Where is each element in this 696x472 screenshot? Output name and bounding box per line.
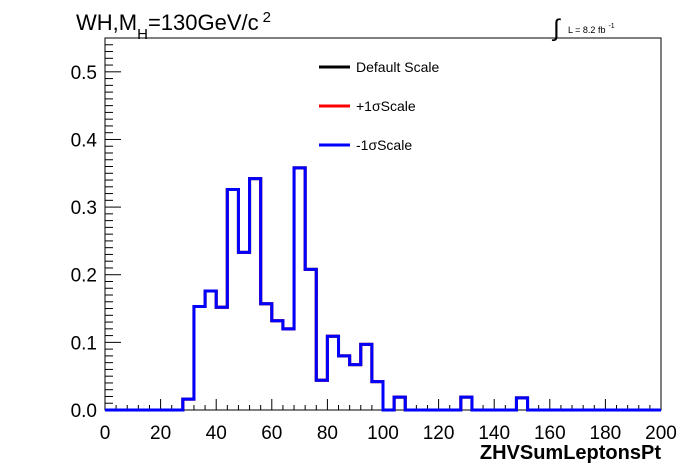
chart-title: WH,MH=130GeV/c 2 bbox=[76, 9, 271, 43]
x-tick-labels: 0 20 40 60 80 100 120 140 160 180 200 bbox=[100, 423, 677, 444]
x-tick-label: 20 bbox=[150, 423, 171, 444]
x-tick-label: 180 bbox=[590, 423, 622, 444]
x-tick-label: 100 bbox=[367, 423, 399, 444]
x-tick-label: 0 bbox=[100, 423, 111, 444]
lumi-integral: ∫ bbox=[551, 15, 561, 42]
series-line-2 bbox=[105, 166, 661, 412]
legend-label-default: Default Scale bbox=[356, 59, 439, 75]
x-axis-title: ZHVSumLeptonsPt bbox=[480, 442, 661, 464]
lumi-text: L = 8.2 fb bbox=[568, 25, 605, 35]
x-tick-label: 60 bbox=[261, 423, 282, 444]
y-tick-label: 0.5 bbox=[71, 63, 97, 84]
title-rest: =130GeV/c bbox=[148, 10, 259, 35]
x-tick-label: 40 bbox=[206, 423, 227, 444]
y-tick-label: 0.4 bbox=[71, 130, 98, 151]
legend: Default Scale +1σScale -1σScale bbox=[319, 59, 439, 153]
lumi-label: L = 8.2 fb -1 bbox=[568, 23, 615, 35]
x-tick-label: 80 bbox=[317, 423, 338, 444]
series-layer bbox=[105, 166, 661, 412]
x-tick-label: 120 bbox=[423, 423, 455, 444]
y-tick-labels: 0.0 0.1 0.2 0.3 0.4 0.5 bbox=[71, 63, 98, 422]
x-tick-label: 140 bbox=[478, 423, 510, 444]
x-tick-label: 200 bbox=[645, 423, 677, 444]
lumi-superscript: -1 bbox=[608, 23, 614, 30]
y-tick-label: 0.0 bbox=[71, 401, 97, 422]
legend-label-minus1sigma: -1σScale bbox=[356, 137, 412, 153]
y-tick-label: 0.3 bbox=[71, 198, 97, 219]
y-tick-label: 0.1 bbox=[71, 333, 97, 354]
title-main: WH,M bbox=[76, 10, 137, 35]
title-superscript: 2 bbox=[263, 9, 271, 26]
y-tick-label: 0.2 bbox=[71, 266, 97, 287]
title-subscript: H bbox=[137, 26, 148, 43]
legend-label-plus1sigma: +1σScale bbox=[356, 98, 416, 114]
x-tick-label: 160 bbox=[534, 423, 566, 444]
